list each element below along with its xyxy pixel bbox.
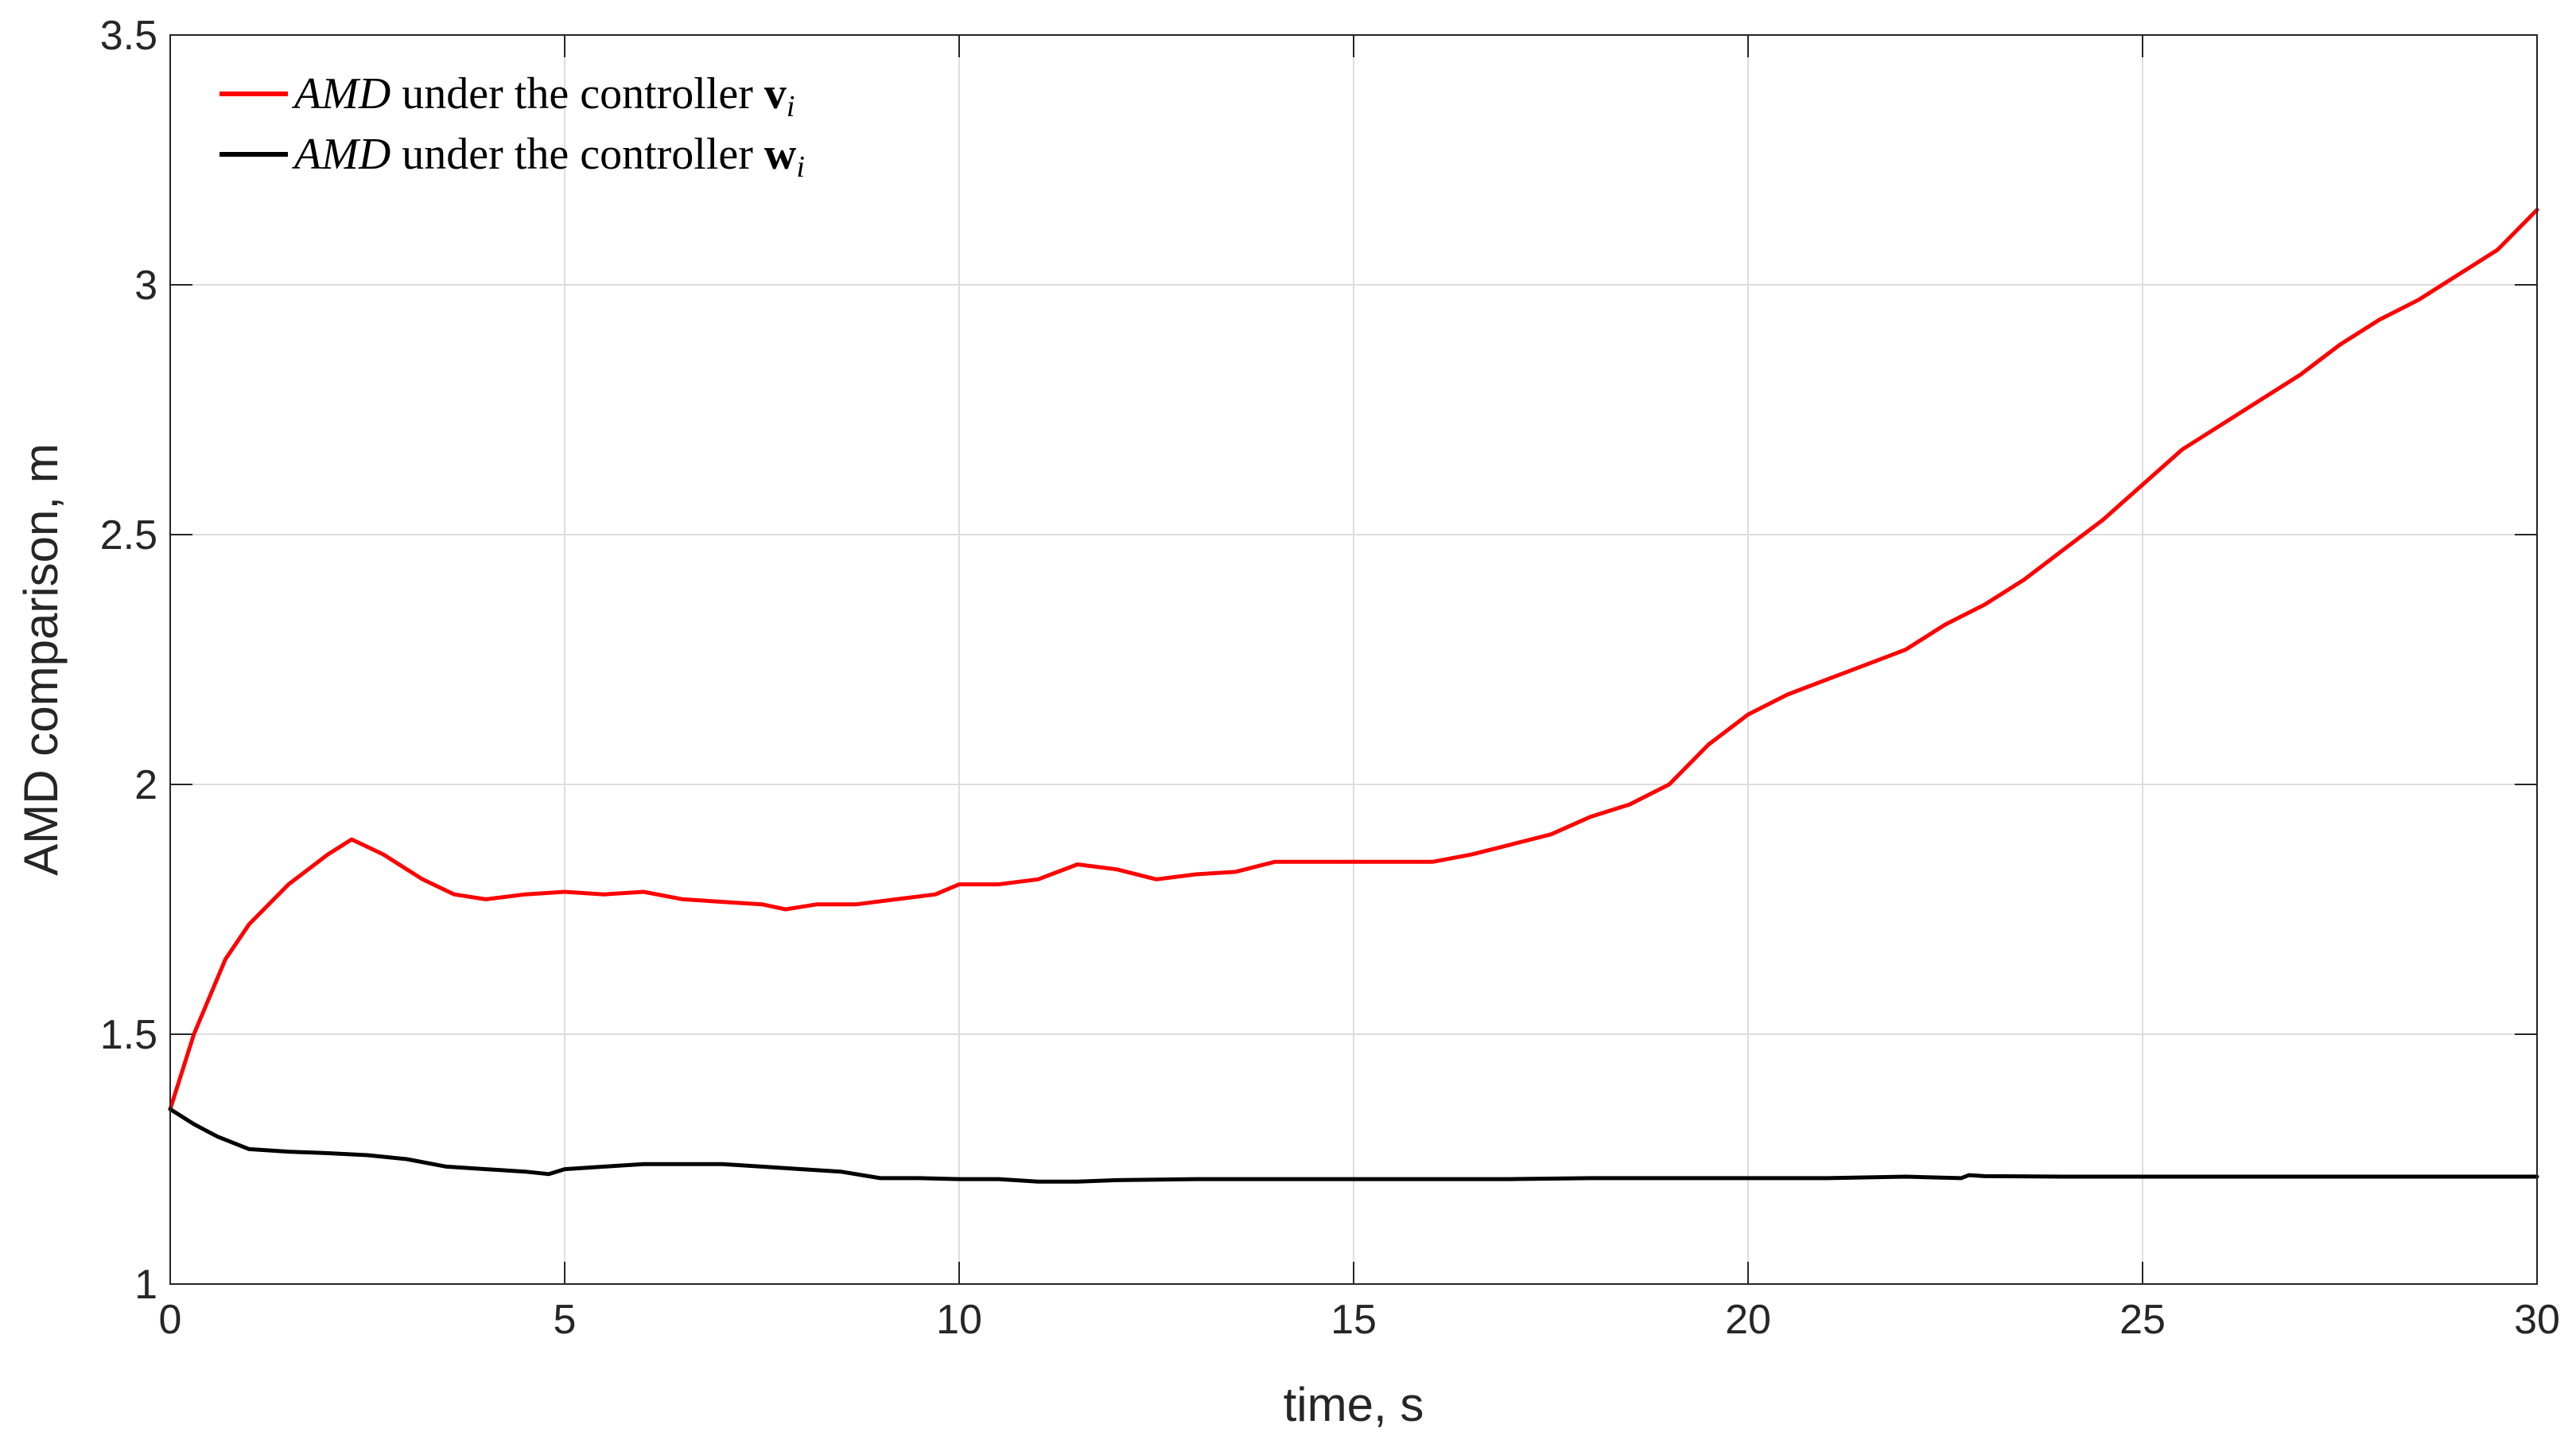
y-tick-label: 3 bbox=[134, 263, 157, 309]
x-axis-label: time, s bbox=[1284, 1378, 1424, 1431]
legend-sym-text: w bbox=[764, 130, 797, 179]
y-axis-label: AMD comparison, m bbox=[14, 443, 68, 875]
x-tick-label: 30 bbox=[2514, 1297, 2560, 1343]
legend-sym-text: v bbox=[764, 69, 787, 119]
legend-entry-2: AMD under the controller wi bbox=[291, 130, 805, 184]
y-tick-label: 1.5 bbox=[100, 1012, 157, 1058]
legend-text-text: under the controller bbox=[390, 69, 764, 119]
series-line-1 bbox=[168, 208, 2539, 1111]
legend-var-text: AMD bbox=[291, 69, 390, 119]
series-line-2 bbox=[168, 1107, 2539, 1184]
y-tick-label: 2.5 bbox=[100, 512, 157, 558]
legend-sub-text: i bbox=[787, 90, 795, 123]
y-tick-label: 2 bbox=[134, 762, 157, 808]
x-tick-label: 5 bbox=[554, 1297, 577, 1343]
legend-entry-1: AMD under the controller vi bbox=[291, 69, 795, 123]
legend-text-text: under the controller bbox=[390, 130, 764, 179]
x-tick-label: 15 bbox=[1331, 1297, 1377, 1343]
x-tick-label: 25 bbox=[2119, 1297, 2166, 1343]
grid bbox=[170, 35, 2537, 1284]
legend-sub-text: i bbox=[796, 150, 805, 184]
y-tick-label: 1 bbox=[134, 1262, 157, 1308]
legend-var-text: AMD bbox=[291, 130, 390, 179]
y-tick-label: 3.5 bbox=[100, 13, 157, 59]
x-tick-label: 20 bbox=[1725, 1297, 1771, 1343]
series-layer bbox=[168, 208, 2539, 1184]
x-tick-label: 10 bbox=[936, 1297, 982, 1343]
x-tick-label: 0 bbox=[159, 1297, 182, 1343]
ticks: 0 5 10 15 20 25 30 1 1.5 2 2.5 3 3.5 bbox=[100, 13, 2560, 1343]
